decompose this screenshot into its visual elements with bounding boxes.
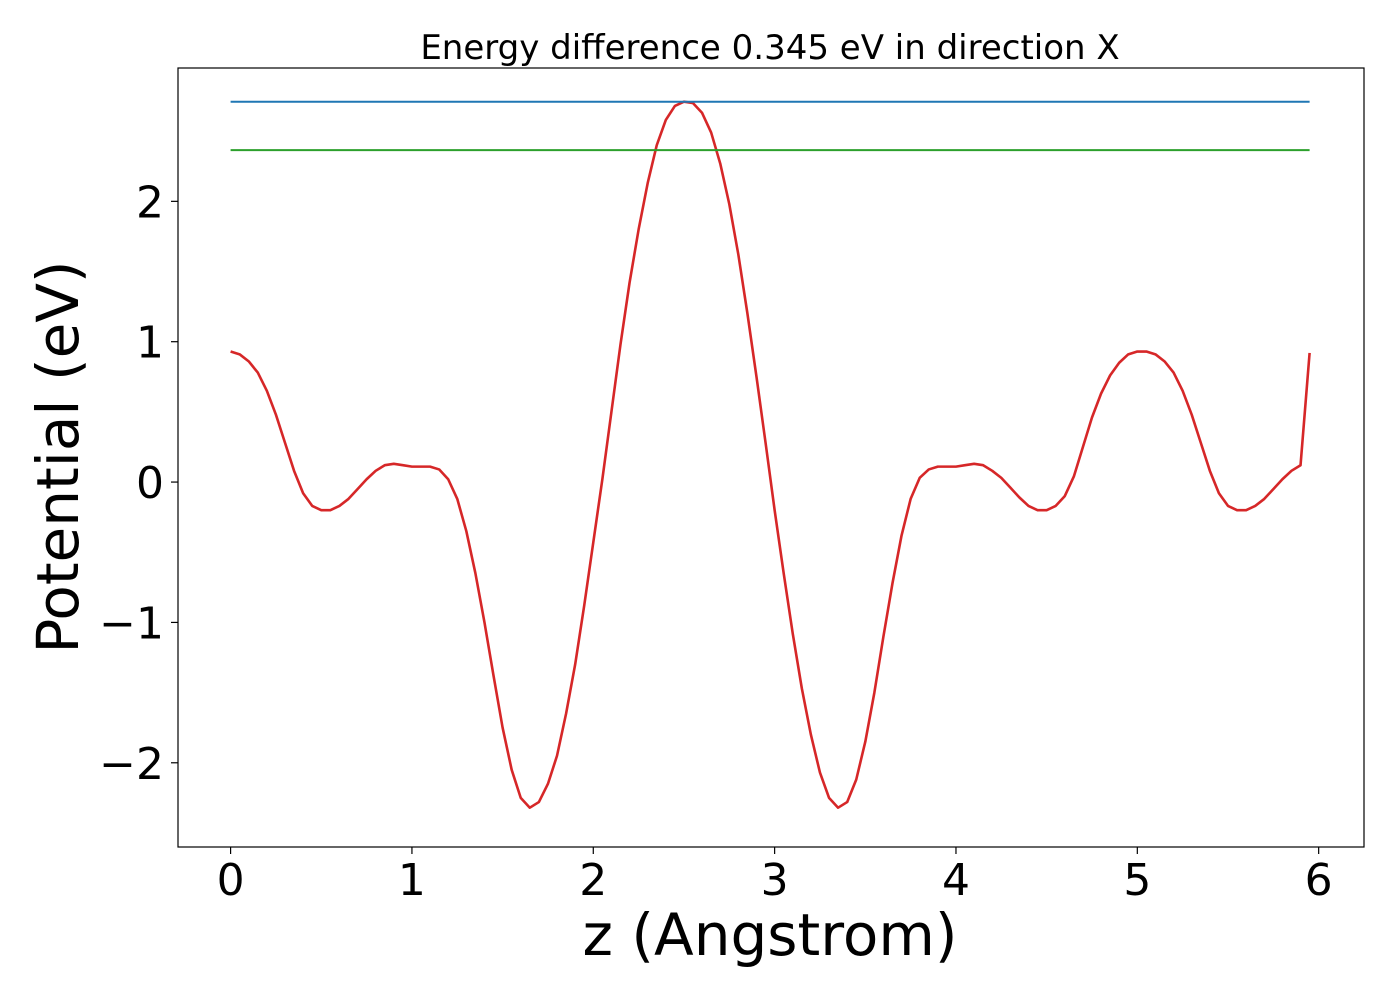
y-tick-label: −1 xyxy=(99,598,164,649)
x-axis-ticks: 0 1 2 3 4 5 6 xyxy=(217,847,1333,906)
x-tick-label: 0 xyxy=(217,855,245,906)
series-layer xyxy=(230,100,1311,810)
x-tick-label: 5 xyxy=(1123,855,1151,906)
x-axis-label: z (Angstrom) xyxy=(583,901,958,969)
x-tick-label: 6 xyxy=(1305,855,1333,906)
y-tick-label: 0 xyxy=(136,458,164,509)
y-tick-label: 1 xyxy=(136,318,164,369)
y-axis-ticks: −2 −1 0 1 2 xyxy=(99,177,178,790)
x-tick-label: 2 xyxy=(579,855,607,906)
plot-frame xyxy=(177,67,1365,848)
x-tick-label: 4 xyxy=(942,855,970,906)
plot-area xyxy=(177,67,1365,848)
y-tick-label: 2 xyxy=(136,177,164,228)
series-line-1 xyxy=(230,100,1311,810)
x-tick-label: 3 xyxy=(761,855,789,906)
y-tick-label: −2 xyxy=(99,739,164,790)
y-axis-label: Potential (eV) xyxy=(24,260,92,653)
chart-title: Energy difference 0.345 eV in direction … xyxy=(420,28,1119,68)
x-tick-label: 1 xyxy=(398,855,426,906)
